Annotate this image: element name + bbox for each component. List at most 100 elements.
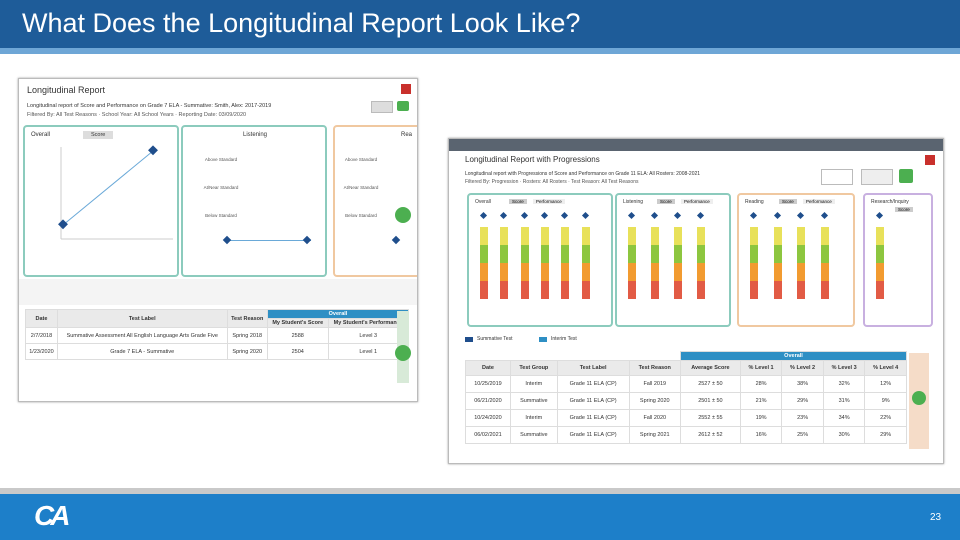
bar-segment [651,227,659,245]
table-cell: 38% [781,375,824,393]
close-button[interactable] [401,84,411,94]
bar-segment [750,263,758,281]
score-point [58,219,68,230]
spacer-cell [557,351,630,361]
panel-label: Listening [623,199,644,205]
toggle[interactable]: Score [83,131,114,139]
bar-segment [628,245,636,263]
legend-swatch [539,337,547,342]
table-cell: 31% [822,392,866,410]
bar-segment [876,245,884,263]
bar-segment [750,245,758,263]
bar-segment [480,263,488,281]
toggle[interactable]: Score [657,199,675,204]
bar-segment [773,245,782,263]
bar-segment [520,281,529,299]
marker [540,211,549,220]
toggle[interactable]: Score [895,207,913,212]
table-cell: 1/23/2020 [25,343,58,360]
footer-bar [0,494,960,540]
longitudinal-report-screenshot: Longitudinal Report Longitudinal report … [18,78,418,402]
bar-segment [876,281,884,299]
table-row: 10/24/2020 Interim Grade 11 ELA (CP) Fall 2… [465,409,907,427]
filter-button[interactable] [861,169,893,185]
table-cell: 9% [864,392,907,410]
group-header: Overall [680,351,907,361]
table-cell: 06/02/2021 [465,426,511,444]
bar-segment [628,281,636,299]
table-cell: Summative [509,426,558,444]
bar-segment [773,281,782,299]
table-cell: 10/24/2020 [465,409,511,427]
bar-segment [541,227,549,245]
bar-segment [651,245,659,263]
header-row: Date Test Label Test Reason Overall [25,309,410,328]
toggle[interactable]: Score [509,199,527,204]
bar-segment [480,227,488,245]
print-button[interactable] [397,101,409,111]
close-button[interactable] [925,155,935,165]
next-button[interactable] [912,391,926,405]
score-point [148,145,158,156]
bar-segment [628,227,636,245]
group-header: Overall [266,309,410,319]
next-button[interactable] [395,207,411,223]
report-title: Longitudinal Report [27,85,106,95]
table-row: 06/21/2020 Summative Grade 11 ELA (CP) Spri… [465,392,907,410]
column-header: % Level 2 [781,360,824,376]
progression-report-screenshot: Longitudinal Report with Progressions Lo… [448,138,944,464]
bar-segment [876,227,884,245]
column-header: Test Reason [628,360,682,376]
legend-label: Summative Test [477,336,513,342]
column-header: Date [25,309,58,328]
level-line [227,240,311,241]
legend-swatch [465,337,473,342]
report-title: Longitudinal Report with Progressions [465,155,600,164]
bar-segment [797,245,805,263]
marker [627,211,636,220]
spacer-cell [465,351,511,361]
toggle[interactable]: Performance [681,199,713,204]
filter-button[interactable] [371,101,393,113]
spacer [19,279,417,305]
column-header: % Level 1 [739,360,783,376]
progression-panel: Research/Inquiry Score [863,193,933,327]
print-button[interactable] [899,169,913,183]
table-cell: 29% [864,426,907,444]
panel-label: Research/Inquiry [871,199,909,205]
reading-panel: Rea Above Standard At/Near Standard Below … [333,125,417,277]
report-filters: Filtered By: All Test Reasons · School Y… [27,112,247,118]
toggle[interactable]: Performance [803,199,835,204]
table-cell: 12% [864,375,907,393]
footer-line [0,488,960,494]
marker [520,211,528,220]
progression-table: Overall Date Test Group Test Label Test Reas… [465,351,907,444]
overall-panel: Overall Score [23,125,179,277]
bar-segment [750,281,758,299]
trend-line [62,150,154,226]
bar-segment [628,263,636,281]
toggle[interactable]: Performance [533,199,565,204]
panel-label: Overall [31,132,51,138]
header-row: Date Test Group Test Label Test Reason Avera… [465,360,907,376]
bar-segment [674,281,682,299]
marker [500,211,508,220]
table-cell: 2527 ± 50 [680,375,741,393]
table-cell: Spring 2021 [628,426,682,444]
bar-segment [674,263,682,281]
marker [773,211,781,220]
toggle[interactable]: Score [779,199,797,204]
header-row: Overall [465,351,907,361]
table-cell: Grade 11 ELA (CP) [556,426,630,444]
marker [796,211,805,220]
change-button[interactable] [821,169,853,185]
next-button[interactable] [395,345,411,361]
bar-segment [581,245,590,263]
bar-segment [651,281,659,299]
bar-segment [820,227,829,245]
marker [820,211,828,220]
table-cell: Grade 11 ELA (CP) [556,409,630,427]
bar-segment [876,263,884,281]
logo: CA [34,500,71,531]
